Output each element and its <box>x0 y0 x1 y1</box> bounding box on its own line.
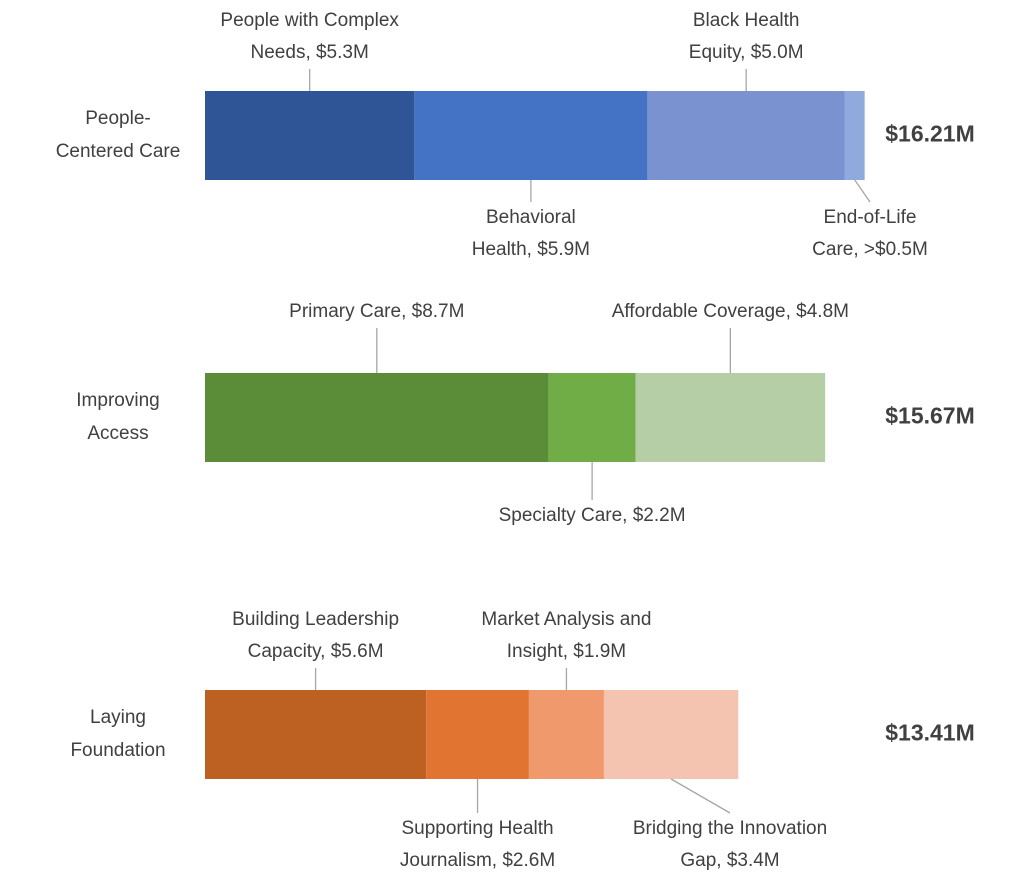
segment-label: Building Leadership <box>232 609 399 630</box>
leader-line <box>854 179 871 203</box>
category-label: Improving <box>76 390 159 411</box>
segment-label: Black Health <box>693 10 800 31</box>
segment-label: Gap, $3.4M <box>680 850 779 871</box>
bar-segment <box>528 690 604 779</box>
bar-segment <box>635 373 826 462</box>
segment-label: End-of-Life <box>824 207 917 228</box>
bar-segment <box>205 373 549 462</box>
category-label: Centered Care <box>56 141 181 162</box>
segment-label: Affordable Coverage, $4.8M <box>612 301 849 322</box>
segment-label: Journalism, $2.6M <box>400 850 555 871</box>
bar-segment <box>844 91 865 180</box>
segment-label: Bridging the Innovation <box>633 818 827 839</box>
segment-label: Insight, $1.9M <box>507 641 626 662</box>
bar-segment <box>205 91 415 180</box>
total-label: $15.67M <box>885 403 975 429</box>
bar-segment <box>426 690 529 779</box>
segment-label: Capacity, $5.6M <box>248 641 384 662</box>
segment-label: Needs, $5.3M <box>251 42 369 63</box>
bar-segment <box>647 91 845 180</box>
segment-label: Market Analysis and <box>481 609 651 630</box>
leader-line <box>670 778 731 814</box>
segment-label: Behavioral <box>486 207 576 228</box>
segment-label: Equity, $5.0M <box>689 42 804 63</box>
bar-segment <box>205 690 427 779</box>
total-label: $16.21M <box>885 121 975 147</box>
segment-label: People with Complex <box>220 10 399 31</box>
bar-segment <box>548 373 636 462</box>
segment-label: Primary Care, $8.7M <box>289 301 464 322</box>
bar-segment <box>603 690 739 779</box>
segment-label: Supporting Health <box>401 818 553 839</box>
segment-label: Health, $5.9M <box>472 239 590 260</box>
segment-label: Care, >$0.5M <box>812 239 928 260</box>
category-label: Foundation <box>70 740 165 761</box>
total-label: $13.41M <box>885 720 975 746</box>
category-label: Access <box>87 423 148 444</box>
bar-segment <box>414 91 648 180</box>
category-label: Laying <box>90 707 146 728</box>
category-label: People- <box>85 108 151 129</box>
segment-label: Specialty Care, $2.2M <box>499 505 686 526</box>
